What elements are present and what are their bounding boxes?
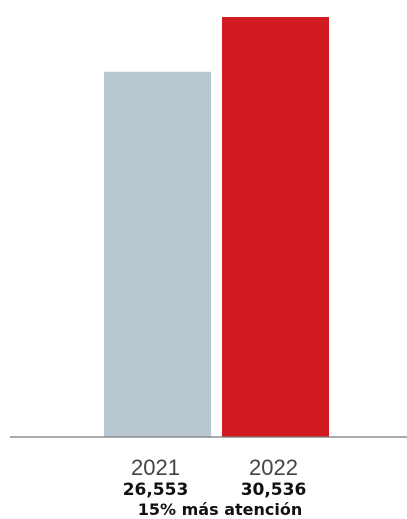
category-label-2022: 2022 — [249, 455, 298, 480]
category-label-2021: 2021 — [131, 455, 180, 480]
value-label-2021: 26,553 — [123, 480, 189, 500]
bars-group — [104, 17, 329, 437]
value-label-2022: 30,536 — [241, 480, 307, 500]
bar-2021 — [104, 71, 211, 437]
footer-label: 15% más atención — [138, 500, 302, 519]
bar-2022 — [222, 17, 329, 437]
